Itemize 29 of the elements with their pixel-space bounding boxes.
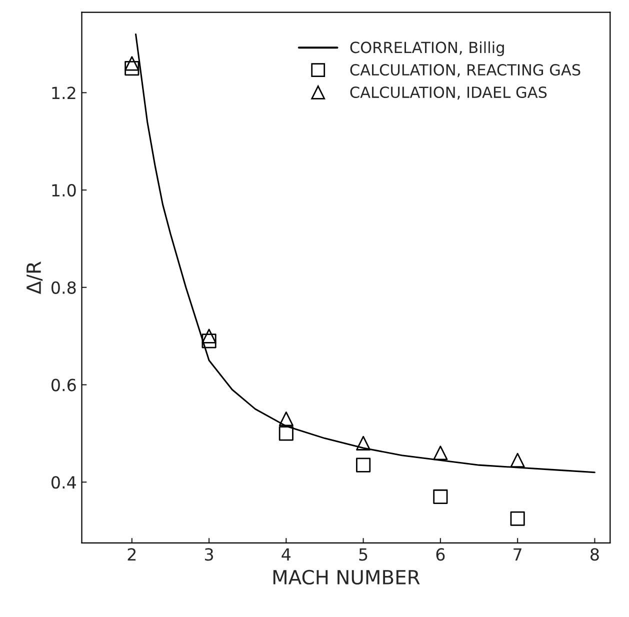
x-tick-label: 3	[205, 548, 214, 561]
x-tick-label: 4	[282, 548, 291, 560]
point	[202, 328, 216, 344]
point	[510, 452, 525, 468]
y-tick-label: 0.4	[52, 476, 76, 489]
point	[510, 511, 525, 526]
legend-label: CORRELATION, Billig	[350, 41, 504, 56]
legend-label: CALCULATION, REACTING GAS	[350, 64, 580, 78]
x-tick-label: 2	[128, 548, 136, 560]
point	[356, 436, 371, 450]
point	[278, 412, 294, 426]
legend-label: CALCULATION, IDAEL GAS	[350, 86, 547, 100]
y-tick-label: 0.8	[52, 281, 76, 294]
x-axis-title: MACH NUMBER	[273, 570, 420, 585]
y-tick-label: 1.0	[52, 184, 76, 197]
x-tick-label: 7	[514, 548, 522, 560]
y-axis-title: Δ/R	[26, 262, 43, 294]
y-tick-label: 1.2	[52, 86, 76, 99]
point	[124, 61, 140, 76]
x-tick-label: 6	[436, 548, 445, 561]
point	[356, 458, 371, 472]
y-tick-label: 0.6	[52, 378, 76, 392]
point	[433, 489, 448, 504]
x-tick-label: 8	[590, 548, 599, 561]
point	[202, 334, 216, 348]
point	[278, 426, 294, 441]
point	[433, 446, 448, 460]
point	[124, 56, 140, 71]
x-tick-label: 5	[359, 548, 368, 561]
